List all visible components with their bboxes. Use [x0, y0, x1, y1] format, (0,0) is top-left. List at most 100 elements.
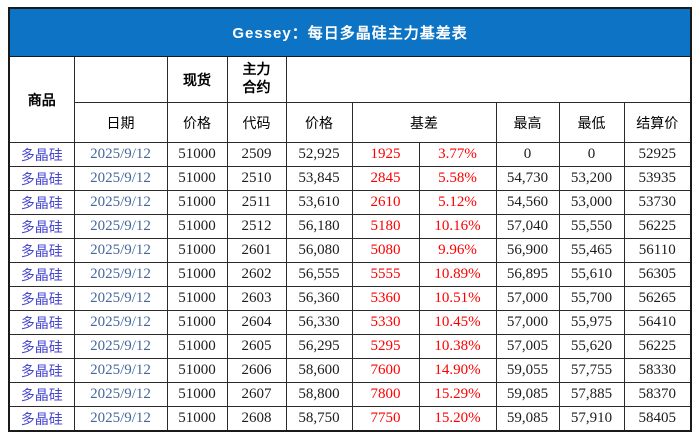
header-low: 最低 — [558, 102, 625, 143]
cell-date: 2025/9/12 — [73, 262, 168, 287]
cell-commodity: 多晶硅 — [8, 190, 75, 215]
cell-code: 2608 — [226, 406, 287, 432]
cell-low: 57,885 — [558, 382, 625, 407]
table-row: 多晶硅 2025/9/12 51000 2512 56,180 5180 10.16% 57,… — [8, 214, 692, 239]
cell-price: 56,330 — [285, 310, 353, 335]
cell-date: 2025/9/12 — [73, 142, 168, 167]
cell-spot-price: 51000 — [166, 190, 228, 215]
cell-price: 52,925 — [285, 142, 353, 167]
cell-date: 2025/9/12 — [73, 190, 168, 215]
cell-commodity: 多晶硅 — [8, 262, 75, 287]
cell-low: 55,975 — [558, 310, 625, 335]
table-row: 多晶硅 2025/9/12 51000 2510 53,845 2845 5.58% 54,7… — [8, 166, 692, 191]
cell-commodity: 多晶硅 — [8, 334, 75, 359]
cell-code: 2603 — [226, 286, 287, 311]
header-settlement: 结算价 — [623, 102, 692, 143]
cell-price: 56,180 — [285, 214, 353, 239]
header-basis: 基差 — [351, 102, 497, 143]
cell-high: 54,560 — [495, 190, 560, 215]
header-code: 代码 — [226, 102, 287, 143]
cell-commodity: 多晶硅 — [8, 286, 75, 311]
cell-high: 59,085 — [495, 406, 560, 432]
cell-code: 2602 — [226, 262, 287, 287]
cell-low: 55,620 — [558, 334, 625, 359]
cell-code: 2606 — [226, 358, 287, 383]
cell-spot-price: 51000 — [166, 214, 228, 239]
cell-price: 58,600 — [285, 358, 353, 383]
header-price: 价格 — [285, 102, 353, 143]
cell-settlement: 58405 — [623, 406, 692, 432]
cell-settlement: 56265 — [623, 286, 692, 311]
cell-basis: 5555 — [351, 262, 420, 287]
cell-price: 53,845 — [285, 166, 353, 191]
cell-spot-price: 51000 — [166, 406, 228, 432]
cell-basis: 7800 — [351, 382, 420, 407]
cell-settlement: 58370 — [623, 382, 692, 407]
cell-commodity: 多晶硅 — [8, 382, 75, 407]
cell-spot-price: 51000 — [166, 310, 228, 335]
cell-high: 57,000 — [495, 286, 560, 311]
basis-table: Gessey：每日多晶硅主力基差表 商品 现货 主力 合约 日期 价格 代码 价… — [8, 7, 693, 432]
cell-price: 56,080 — [285, 238, 353, 263]
cell-price: 56,555 — [285, 262, 353, 287]
cell-low: 57,755 — [558, 358, 625, 383]
table-row: 多晶硅 2025/9/12 51000 2602 56,555 5555 10.89% 56,… — [8, 262, 692, 287]
cell-basis-pct: 14.90% — [418, 358, 497, 383]
cell-settlement: 53935 — [623, 166, 692, 191]
table-row: 多晶硅 2025/9/12 51000 2509 52,925 1925 3.77% 0 0 52… — [8, 142, 692, 167]
cell-commodity: 多晶硅 — [8, 142, 75, 167]
title-row: Gessey：每日多晶硅主力基差表 — [8, 7, 692, 57]
cell-code: 2510 — [226, 166, 287, 191]
cell-basis-pct: 5.58% — [418, 166, 497, 191]
table-row: 多晶硅 2025/9/12 51000 2604 56,330 5330 10.45% 57,… — [8, 310, 692, 335]
cell-settlement: 52925 — [623, 142, 692, 167]
cell-code: 2512 — [226, 214, 287, 239]
cell-basis-pct: 9.96% — [418, 238, 497, 263]
table-row: 多晶硅 2025/9/12 51000 2607 58,800 7800 15.29% 59,… — [8, 382, 692, 407]
cell-date: 2025/9/12 — [73, 334, 168, 359]
cell-code: 2601 — [226, 238, 287, 263]
cell-high: 0 — [495, 142, 560, 167]
cell-high: 56,895 — [495, 262, 560, 287]
table-row: 多晶硅 2025/9/12 51000 2601 56,080 5080 9.96% 56,9… — [8, 238, 692, 263]
cell-basis-pct: 10.16% — [418, 214, 497, 239]
cell-price: 53,610 — [285, 190, 353, 215]
table-row: 多晶硅 2025/9/12 51000 2605 56,295 5295 10.38% 57,… — [8, 334, 692, 359]
cell-code: 2509 — [226, 142, 287, 167]
cell-basis: 7750 — [351, 406, 420, 432]
cell-settlement: 56225 — [623, 214, 692, 239]
cell-code: 2604 — [226, 310, 287, 335]
cell-spot-price: 51000 — [166, 262, 228, 287]
cell-commodity: 多晶硅 — [8, 238, 75, 263]
header-high: 最高 — [495, 102, 560, 143]
header-commodity: 商品 — [8, 56, 75, 143]
cell-low: 53,000 — [558, 190, 625, 215]
cell-spot-price: 51000 — [166, 382, 228, 407]
cell-high: 59,055 — [495, 358, 560, 383]
table-row: 多晶硅 2025/9/12 51000 2511 53,610 2610 5.12% 54,5… — [8, 190, 692, 215]
header-row-top: 商品 现货 主力 合约 — [8, 56, 692, 143]
cell-commodity: 多晶硅 — [8, 214, 75, 239]
cell-basis-pct: 5.12% — [418, 190, 497, 215]
cell-code: 2511 — [226, 190, 287, 215]
header-main-contract: 主力 合约 — [226, 56, 287, 103]
cell-price: 58,750 — [285, 406, 353, 432]
cell-low: 55,550 — [558, 214, 625, 239]
cell-basis-pct: 10.45% — [418, 310, 497, 335]
cell-basis: 5330 — [351, 310, 420, 335]
cell-settlement: 58330 — [623, 358, 692, 383]
cell-high: 56,900 — [495, 238, 560, 263]
table-title: Gessey：每日多晶硅主力基差表 — [8, 7, 692, 57]
cell-date: 2025/9/12 — [73, 406, 168, 432]
cell-date: 2025/9/12 — [73, 238, 168, 263]
header-row-bottom: 日期 价格 代码 价格 基差 最高 最低 结算价 — [9, 102, 692, 143]
header-spot: 现货 — [166, 56, 228, 103]
cell-basis: 2845 — [351, 166, 420, 191]
cell-basis: 2610 — [351, 190, 420, 215]
cell-commodity: 多晶硅 — [8, 166, 75, 191]
cell-commodity: 多晶硅 — [8, 310, 75, 335]
cell-basis: 5360 — [351, 286, 420, 311]
cell-settlement: 56225 — [623, 334, 692, 359]
cell-code: 2605 — [226, 334, 287, 359]
cell-settlement: 56410 — [623, 310, 692, 335]
